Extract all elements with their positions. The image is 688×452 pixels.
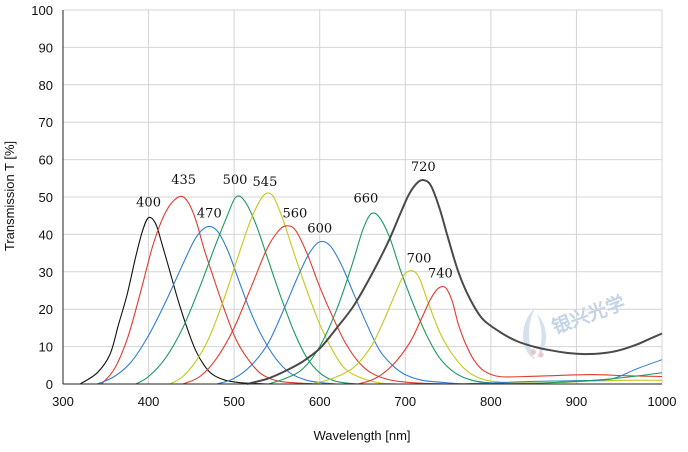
watermark-logo: 银兴光学 bbox=[523, 291, 628, 360]
logo-dot-icon bbox=[530, 349, 536, 355]
x-tick-label: 300 bbox=[52, 394, 74, 409]
y-tick-label: 0 bbox=[46, 377, 53, 392]
peak-label-500: 500 bbox=[223, 173, 248, 188]
series-line-720 bbox=[246, 178, 663, 385]
x-tick-label: 800 bbox=[480, 394, 502, 409]
y-tick-label: 20 bbox=[39, 302, 53, 317]
peak-label-600: 600 bbox=[307, 222, 332, 237]
series-line-400 bbox=[79, 216, 269, 385]
y-axis-title: Transmission T [%] bbox=[2, 141, 17, 251]
y-tick-label: 10 bbox=[39, 340, 53, 355]
y-tick-label: 70 bbox=[39, 115, 53, 130]
x-tick-label: 500 bbox=[223, 394, 245, 409]
axes bbox=[62, 10, 662, 385]
peak-label-400: 400 bbox=[136, 195, 161, 210]
peak-label-545: 545 bbox=[253, 175, 278, 190]
y-tick-label: 30 bbox=[39, 265, 53, 280]
logo-petal-icon bbox=[537, 314, 546, 358]
series-line-545 bbox=[169, 192, 397, 385]
y-tick-label: 100 bbox=[31, 3, 53, 18]
peak-label-470: 470 bbox=[197, 207, 222, 222]
series-line-470 bbox=[96, 225, 337, 385]
series-line-435 bbox=[101, 195, 320, 385]
series-line-600 bbox=[216, 240, 466, 385]
peak-label-435: 435 bbox=[171, 173, 196, 188]
y-tick-label: 80 bbox=[39, 78, 53, 93]
series bbox=[79, 178, 663, 385]
logo-petal-icon bbox=[523, 308, 535, 360]
series-line-500 bbox=[135, 195, 359, 385]
x-axis-title: Wavelength [nm] bbox=[313, 428, 410, 443]
peak-label-560: 560 bbox=[282, 207, 307, 222]
x-tick-label: 600 bbox=[309, 394, 331, 409]
y-tick-label: 50 bbox=[39, 190, 53, 205]
series-line-nir-blue bbox=[456, 359, 663, 385]
tick-labels: 300 400 500 600 700 800 900 1000 0 10 20 30 40 50 60 70… bbox=[31, 3, 676, 409]
x-tick-label: 400 bbox=[138, 394, 160, 409]
y-tick-label: 40 bbox=[39, 227, 53, 242]
peak-label-700: 700 bbox=[407, 251, 432, 266]
peak-label-660: 660 bbox=[354, 192, 379, 207]
x-tick-label: 1000 bbox=[648, 394, 677, 409]
y-tick-label: 60 bbox=[39, 153, 53, 168]
x-tick-label: 700 bbox=[394, 394, 416, 409]
series-line-660 bbox=[268, 212, 517, 385]
y-tick-label: 90 bbox=[39, 40, 53, 55]
x-tick-label: 900 bbox=[566, 394, 588, 409]
peak-label-720: 720 bbox=[411, 160, 436, 175]
grid bbox=[62, 9, 663, 385]
series-line-740 bbox=[358, 285, 663, 385]
logo-dot-icon bbox=[538, 352, 544, 358]
peak-label-740: 740 bbox=[428, 266, 453, 281]
series-line-560 bbox=[182, 225, 457, 385]
watermark-text: 银兴光学 bbox=[549, 291, 628, 339]
